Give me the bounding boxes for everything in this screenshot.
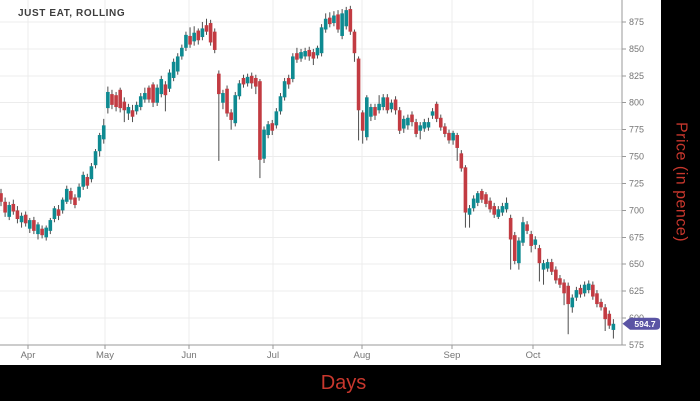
- svg-text:750: 750: [629, 152, 644, 162]
- y-axis-labels: 875850825800775750725700675650625600575: [629, 17, 644, 350]
- svg-text:625: 625: [629, 286, 644, 296]
- x-axis-labels: Apr May Jun Jul Aug Sep Oct: [21, 350, 541, 361]
- x-axis-title: Days: [320, 371, 367, 394]
- right-axis-band: Price (in pence): [661, 0, 700, 365]
- svg-text:675: 675: [629, 232, 644, 242]
- svg-text:825: 825: [629, 71, 644, 81]
- svg-text:Jun: Jun: [181, 350, 196, 361]
- chart-title: JUST EAT, ROLLING: [18, 8, 126, 19]
- svg-text:594.7: 594.7: [634, 319, 656, 329]
- candles-group: [0, 5, 616, 339]
- svg-text:800: 800: [629, 98, 644, 108]
- svg-text:850: 850: [629, 44, 644, 54]
- svg-text:725: 725: [629, 178, 644, 188]
- candlestick-chart: 875850825800775750725700675650625600575A…: [0, 0, 660, 361]
- svg-text:650: 650: [629, 259, 644, 269]
- plot-area: 875850825800775750725700675650625600575A…: [0, 0, 661, 365]
- svg-text:775: 775: [629, 125, 644, 135]
- svg-text:Apr: Apr: [21, 350, 36, 361]
- bottom-axis-band: Days: [0, 365, 661, 401]
- svg-text:575: 575: [629, 340, 644, 350]
- svg-text:Jul: Jul: [267, 350, 279, 361]
- svg-text:700: 700: [629, 205, 644, 215]
- svg-text:May: May: [96, 350, 114, 361]
- gridlines: [0, 0, 622, 345]
- y-axis-title: Price (in pence): [672, 122, 690, 243]
- svg-text:Oct: Oct: [526, 350, 541, 361]
- svg-text:Sep: Sep: [444, 350, 461, 361]
- axes: [0, 0, 626, 349]
- svg-text:Aug: Aug: [354, 350, 371, 361]
- last-price-tag: 594.7: [622, 317, 660, 330]
- svg-text:875: 875: [629, 17, 644, 27]
